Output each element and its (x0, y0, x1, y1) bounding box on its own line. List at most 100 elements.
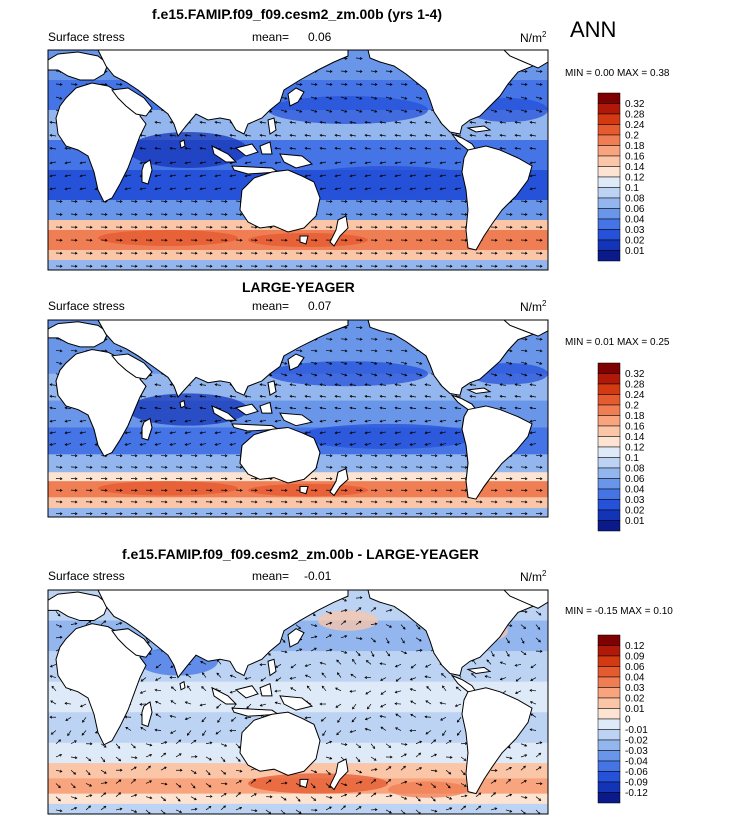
panel-1-units: N/m2 (520, 30, 547, 45)
panel-1-mean-value: 0.06 (308, 30, 332, 44)
colorbar-swatch (597, 446, 621, 458)
colorbar-swatch (597, 676, 621, 688)
panel-3-title: f.e15.FAMIP.f09_f09.cesm2_zm.00b - LARGE… (122, 546, 479, 562)
colorbar-swatch (597, 208, 621, 220)
colorbar-tick-label: 0.04 (625, 485, 645, 496)
colorbar-tick-label: -0.02 (625, 736, 648, 747)
colorbar-swatch (597, 92, 621, 104)
colorbar-swatch (597, 155, 621, 167)
colorbar-swatch (597, 197, 621, 209)
colorbar-tick-label: 0 (625, 715, 631, 726)
colorbar-tick-label: 0.14 (625, 432, 645, 443)
colorbar-swatch (597, 478, 621, 490)
panel-1-variable-label: Surface stress (48, 30, 125, 44)
colorbar-tick-label: 0.18 (625, 411, 645, 422)
panel-2-variable-label: Surface stress (48, 299, 125, 313)
colorbar-tick-label: 0.08 (625, 464, 645, 475)
colorbar-tick-label: 0.06 (625, 474, 645, 485)
colorbar-tick-label: 0.14 (625, 162, 645, 173)
colorbar-tick-label: 0.28 (625, 110, 645, 121)
colorbar-1: 0.320.280.240.20.180.160.140.120.10.080.… (597, 92, 645, 262)
colorbar-tick-label: 0.32 (625, 369, 645, 380)
panel-2-minmax: MIN = 0.01 MAX = 0.25 (565, 337, 670, 348)
colorbar-tick-label: 0.12 (625, 173, 645, 184)
colorbar-tick-label: 0.01 (625, 704, 645, 715)
panel-3-minmax: MIN = -0.15 MAX = 0.10 (565, 606, 673, 617)
colorbar-tick-label: 0.01 (625, 246, 645, 257)
colorbar-swatch (597, 655, 621, 667)
colorbar-swatch (597, 383, 621, 395)
colorbar-tick-label: 0.2 (625, 401, 639, 412)
colorbar-tick-label: 0.2 (625, 131, 639, 142)
panel-3-variable-label: Surface stress (48, 569, 125, 583)
colorbar-swatch (597, 218, 621, 230)
colorbar-tick-label: 0.12 (625, 641, 645, 652)
colorbar-swatch (597, 187, 621, 199)
colorbar-tick-label: 0.03 (625, 683, 645, 694)
colorbar-tick-label: -0.12 (625, 788, 648, 799)
colorbar-swatch (597, 760, 621, 772)
colorbar-swatch (597, 145, 621, 157)
colorbar-tick-label: 0.02 (625, 236, 645, 247)
colorbar-swatch (597, 415, 621, 427)
colorbar-tick-label: 0.1 (625, 453, 639, 464)
colorbar-swatch (597, 250, 621, 262)
colorbar-swatch (597, 739, 621, 751)
panel-3-units: N/m2 (520, 569, 547, 584)
colorbar-tick-label: -0.04 (625, 757, 648, 768)
colorbar-swatch (597, 134, 621, 146)
colorbar-swatch (597, 708, 621, 720)
colorbar-swatch (597, 645, 621, 657)
colorbar-tick-label: 0.12 (625, 443, 645, 454)
colorbar-swatch (597, 436, 621, 448)
panel-2-mean-label: mean= (252, 299, 290, 313)
colorbar-tick-label: 0.09 (625, 652, 645, 663)
colorbar-tick-label: 0.01 (625, 516, 645, 527)
colorbar-tick-label: -0.06 (625, 767, 648, 778)
season-label: ANN (570, 17, 617, 42)
colorbar-tick-label: 0.18 (625, 141, 645, 152)
colorbar-tick-label: 0.02 (625, 694, 645, 705)
colorbar-swatch (597, 488, 621, 500)
map-frame (47, 49, 549, 271)
panel-2-mean-value: 0.07 (308, 299, 332, 313)
colorbar-tick-label: 0.1 (625, 183, 639, 194)
colorbar-swatch (597, 520, 621, 532)
panel-2-units: N/m2 (520, 299, 547, 314)
colorbar-tick-label: 0.02 (625, 506, 645, 517)
colorbar-tick-label: 0.06 (625, 662, 645, 673)
map-panel-3 (47, 589, 549, 815)
colorbar-swatch (597, 166, 621, 178)
colorbar-tick-label: 0.06 (625, 204, 645, 215)
colorbar-swatch (597, 687, 621, 699)
colorbar-swatch (597, 467, 621, 479)
colorbar-tick-label: 0.03 (625, 225, 645, 236)
map-panel-2 (47, 319, 549, 518)
colorbar-tick-label: 0.04 (625, 673, 645, 684)
colorbar-swatch (597, 666, 621, 678)
colorbar-swatch (597, 729, 621, 741)
colorbar-swatch (597, 457, 621, 469)
colorbar-tick-label: 0.24 (625, 390, 645, 401)
colorbar-swatch (597, 394, 621, 406)
colorbar-swatch (597, 239, 621, 251)
colorbar-tick-label: 0.04 (625, 215, 645, 226)
panel-3-mean-value: -0.01 (304, 569, 332, 583)
colorbar-2: 0.320.280.240.20.180.160.140.120.10.080.… (597, 362, 645, 532)
colorbar-swatch (597, 781, 621, 793)
colorbar-tick-label: 0.24 (625, 120, 645, 131)
colorbar-tick-label: -0.01 (625, 725, 648, 736)
colorbar-swatch (597, 499, 621, 511)
colorbar-swatch (597, 697, 621, 709)
colorbar-tick-label: 0.03 (625, 495, 645, 506)
colorbar-tick-label: 0.16 (625, 152, 645, 163)
panel-3-mean-label: mean= (252, 569, 290, 583)
map-frame (47, 319, 549, 518)
panel-1-title: f.e15.FAMIP.f09_f09.cesm2_zm.00b (yrs 1-… (152, 6, 443, 22)
colorbar-swatch (597, 124, 621, 136)
colorbar-swatch (597, 718, 621, 730)
colorbar-swatch (597, 509, 621, 521)
colorbar-tick-label: 0.16 (625, 422, 645, 433)
panel-1-minmax: MIN = 0.00 MAX = 0.38 (565, 68, 670, 79)
